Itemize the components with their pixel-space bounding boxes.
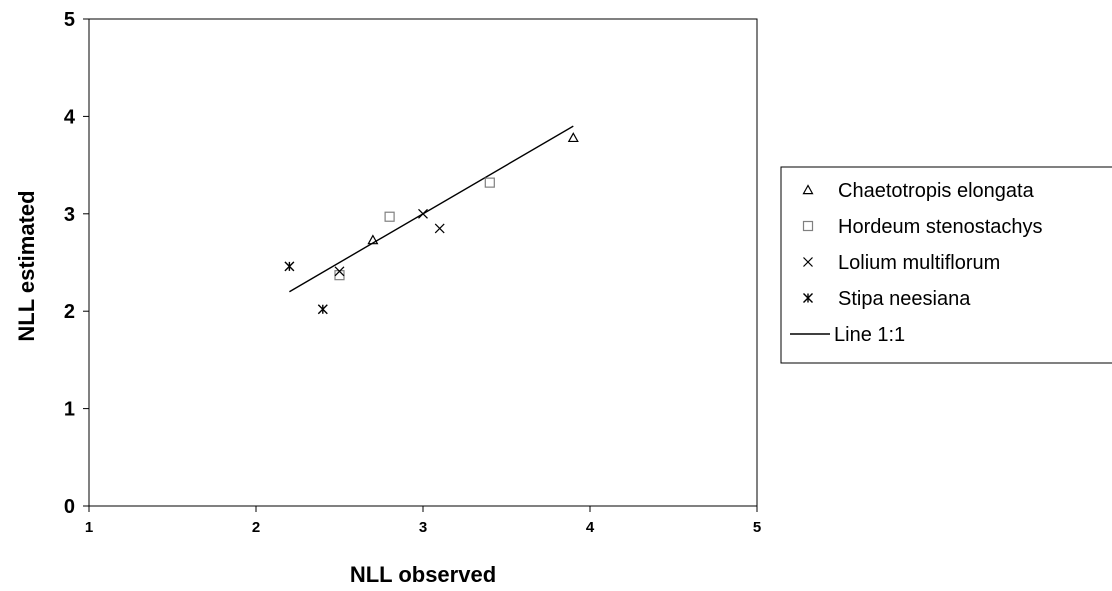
series-1 [334, 177, 495, 281]
data-point [367, 234, 379, 245]
data-point [334, 266, 345, 277]
data-point [567, 132, 579, 143]
legend-marker [802, 184, 814, 195]
y-tick-label: 5 [64, 9, 75, 31]
data-point [317, 304, 328, 315]
y-axis-title: NLL estimated [14, 190, 39, 341]
series-2 [334, 208, 445, 277]
data-point [284, 261, 295, 272]
legend-marker [803, 257, 813, 267]
legend-label: Stipa neesiana [838, 288, 971, 310]
y-tick-label: 1 [64, 399, 75, 421]
data-point [434, 223, 445, 234]
legend-label: Chaetotropis elongata [838, 180, 1035, 202]
x-tick-label: 4 [586, 519, 595, 536]
x-tick-label: 2 [252, 519, 260, 536]
plot-area-border [88, 18, 758, 507]
y-tick-label: 2 [64, 301, 75, 323]
legend-items: Chaetotropis elongata Hordeum stenostachy… [790, 180, 1043, 346]
legend-marker [802, 220, 814, 232]
series-0 [367, 132, 579, 245]
data-point [384, 211, 395, 222]
x-axis-title: NLL observed [350, 562, 496, 587]
x-tick-label: 1 [85, 519, 93, 536]
y-tick-label: 4 [64, 106, 76, 128]
legend-label: Line 1:1 [834, 324, 905, 346]
x-tick-label: 3 [419, 519, 427, 536]
y-tick-label: 3 [64, 204, 75, 226]
plot-layer [284, 125, 579, 315]
legend: Chaetotropis elongata Hordeum stenostachy… [780, 166, 1112, 364]
legend-marker [803, 293, 813, 303]
legend-box [780, 166, 1112, 364]
data-point [484, 177, 495, 188]
legend-label: Lolium multiflorum [838, 252, 1000, 274]
legend-label: Hordeum stenostachys [838, 216, 1043, 238]
data-point [418, 208, 428, 219]
line-1-1 [289, 125, 574, 293]
x-tick-label: 5 [753, 519, 761, 536]
series-3 [284, 261, 328, 315]
y-tick-label: 0 [64, 496, 75, 518]
